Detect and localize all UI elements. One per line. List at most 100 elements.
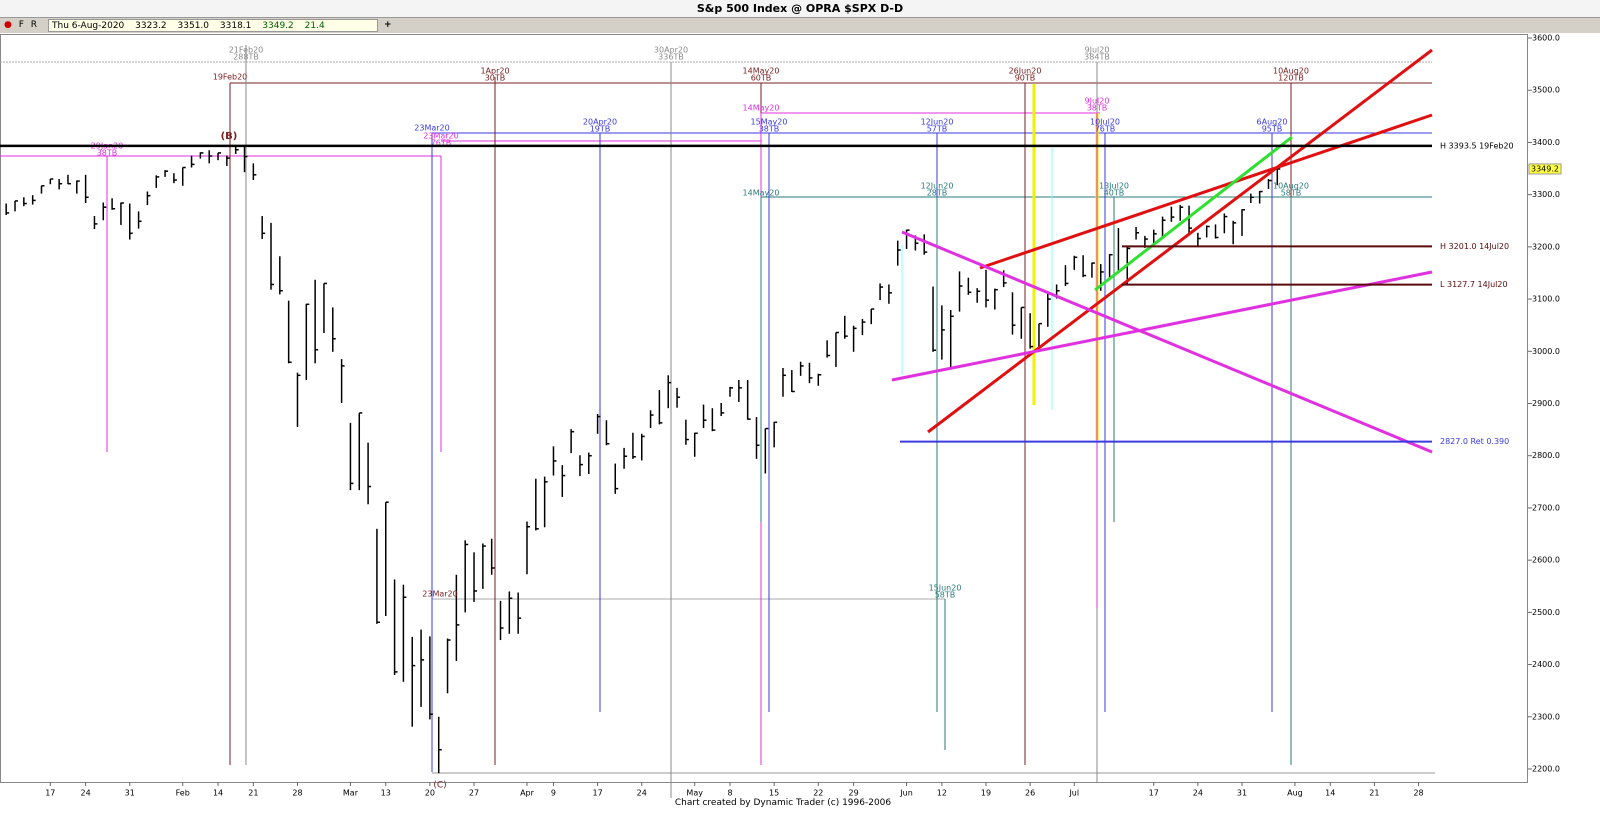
quote-value: 3349.2 xyxy=(262,21,294,31)
x-tick-label: Mar xyxy=(343,789,359,798)
level-label: L 3127.7 14Jul20 xyxy=(1440,280,1508,289)
y-tick-label: 3100.0 xyxy=(1532,295,1560,304)
y-tick-label: 3000.0 xyxy=(1532,347,1560,356)
time-marker-label: 30TB xyxy=(485,74,506,83)
x-tick-label: 24 xyxy=(637,789,647,798)
time-marker-label: 14May20 xyxy=(743,104,780,113)
x-tick-label: 17 xyxy=(593,789,603,798)
x-tick-label: Jul xyxy=(1068,789,1079,798)
toolbar-button[interactable]: R xyxy=(30,20,38,30)
level-label: H 3201.0 14Jul20 xyxy=(1440,242,1509,251)
time-marker-label: 336TB xyxy=(658,53,684,62)
window-title: S&p 500 Index @ OPRA $SPX D-D xyxy=(0,0,1600,18)
trend-line xyxy=(979,113,1433,270)
y-tick-label: 2700.0 xyxy=(1532,503,1560,512)
quote-value: 3323.2 xyxy=(135,21,167,31)
trend-line xyxy=(1094,135,1293,292)
time-marker-label: 38TB xyxy=(759,125,780,134)
time-marker-label: 14May20 xyxy=(743,189,780,198)
x-tick-label: 15 xyxy=(769,789,779,798)
quote-value: 3351.0 xyxy=(177,21,210,31)
wave-label: (C) xyxy=(433,781,446,791)
trend-line xyxy=(891,270,1433,382)
x-tick-label: 27 xyxy=(469,789,479,798)
last-price-label: 3349.2 xyxy=(1531,164,1559,173)
time-marker-label: 9Jul20 xyxy=(1085,46,1110,55)
time-marker-label: 38TB xyxy=(1087,104,1108,113)
y-tick-label: 2300.0 xyxy=(1532,712,1560,721)
x-tick-label: 31 xyxy=(1237,789,1247,798)
time-marker-label: 19TB xyxy=(590,125,611,134)
time-marker-label: 15Jun20 xyxy=(929,584,962,593)
time-marker-label: 14May20 xyxy=(743,67,780,76)
footer: Chart created by Dynamic Trader (c) 1996… xyxy=(674,798,892,808)
x-tick-label: 12 xyxy=(937,789,947,798)
time-marker-label: 60TB xyxy=(751,74,772,83)
x-tick-label: 14 xyxy=(1325,789,1335,798)
x-tick-label: 21 xyxy=(1369,789,1379,798)
time-marker-label: 12Jun20 xyxy=(921,182,954,191)
price-bars xyxy=(5,45,1292,798)
time-marker-label: 6Aug20 xyxy=(1257,118,1288,127)
chart: (B) (C) 2200.0 2300.0 2400.0 2500.0 2600.0 27… xyxy=(0,34,1562,798)
x-tick-label: Apr xyxy=(520,789,535,798)
y-tick-label: 2600.0 xyxy=(1532,556,1560,565)
time-marker-label: 30Apr20 xyxy=(654,46,688,55)
time-marker-label: 10Jul20 xyxy=(1090,118,1120,127)
x-tick-label: May xyxy=(686,789,703,798)
time-marker-label: 23Mar20 xyxy=(423,132,458,141)
x-tick-label: 8 xyxy=(727,789,732,798)
x-tick-label: 24 xyxy=(81,789,91,798)
toolbar: ● F R Thu 6-Aug-2020 3323.2 3351.0 3318.… xyxy=(0,18,1600,33)
time-marker-label: 10Aug20 xyxy=(1273,67,1309,76)
trend-lines xyxy=(891,48,1433,454)
time-marker-label: 58TB xyxy=(935,591,956,600)
x-tick-label: 13 xyxy=(381,789,391,798)
wave-label: (B) xyxy=(221,131,238,142)
quote-box: Thu 6-Aug-2020 3323.2 3351.0 3318.1 3349… xyxy=(48,19,378,32)
time-marker-label: 13Jul20 xyxy=(1099,182,1129,191)
x-tick-label: 17 xyxy=(45,789,55,798)
time-marker-label: 76TB xyxy=(431,139,452,148)
add-button[interactable]: + xyxy=(384,20,392,30)
x-tick-label: 26 xyxy=(1025,789,1035,798)
time-marker-label: 58TB xyxy=(1281,189,1302,198)
time-marker-label: 20Apr20 xyxy=(583,118,617,127)
x-tick-label: 9 xyxy=(551,789,556,798)
x-tick-label: 17 xyxy=(1149,789,1159,798)
time-marker-label: 384TB xyxy=(1084,53,1110,62)
time-marker-label: 23Mar20 xyxy=(422,590,457,599)
y-tick-label: 2800.0 xyxy=(1532,451,1560,460)
last-price-box xyxy=(1528,163,1562,175)
time-marker-label: 15May20 xyxy=(751,118,788,127)
y-tick-label: 3600.0 xyxy=(1532,34,1560,43)
x-tick-label: Feb xyxy=(176,789,190,798)
guide-lines xyxy=(0,61,1435,774)
x-tick-label: Aug xyxy=(1287,789,1303,798)
y-tick-label: 3300.0 xyxy=(1532,190,1560,199)
x-tick-label: 22 xyxy=(813,789,823,798)
quote-value: 3318.1 xyxy=(219,21,252,31)
x-tick-label: 14 xyxy=(213,789,223,798)
time-marker-label: 12Jun20 xyxy=(921,118,954,127)
y-tick-label: 3200.0 xyxy=(1532,242,1560,251)
level-label: H 3393.5 19Feb20 xyxy=(1440,141,1514,150)
time-marker-label: 40TB xyxy=(1104,189,1125,198)
time-marker-label: 21Feb20 xyxy=(229,46,264,55)
time-marker-label: 28TB xyxy=(927,189,948,198)
y-tick-label: 3500.0 xyxy=(1532,86,1560,95)
trend-line xyxy=(927,48,1433,434)
plot-frame xyxy=(0,34,1528,783)
quote-value: 21.4 xyxy=(304,21,325,31)
time-marker-label: 1Apr20 xyxy=(480,67,509,76)
time-marker-label: 120TB xyxy=(1278,74,1304,83)
x-tick-label: 29 xyxy=(849,789,859,798)
y-tick-label: 2200.0 xyxy=(1532,764,1560,773)
y-tick-label: 3400.0 xyxy=(1532,138,1560,147)
y-tick-label: 2900.0 xyxy=(1532,399,1560,408)
x-tick-label: 31 xyxy=(125,789,135,798)
toolbar-button[interactable]: F xyxy=(18,20,24,30)
trend-line xyxy=(901,230,1433,454)
time-marker-label: 76TB xyxy=(1095,125,1116,134)
time-marker-label: 26Jun20 xyxy=(1009,67,1042,76)
